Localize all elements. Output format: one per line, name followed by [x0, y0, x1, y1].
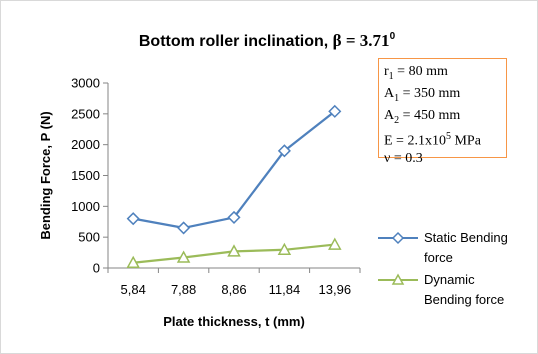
legend: Static Bending force Dynamic Bending for… [378, 228, 538, 312]
parameters-box: r1 = 80 mm A1 = 350 mm A2 = 450 mm E = 2… [378, 58, 507, 166]
y-tick-label-6: 3000 [71, 76, 100, 91]
point-dynamic-3 [277, 242, 292, 256]
param-r1: r1 = 80 mm [384, 64, 448, 82]
point-static-3 [277, 144, 291, 158]
x-tick-label-1: 7,88 [171, 282, 196, 297]
point-static-4 [328, 104, 342, 118]
legend-label-static: Static Bending force [424, 230, 508, 265]
param-a1: A1 = 350 mm [384, 85, 461, 104]
y-tick-label-1: 500 [78, 230, 100, 245]
legend-swatch-static [378, 231, 418, 245]
point-dynamic-4 [328, 237, 342, 250]
chart-title-text: Bottom roller inclination, [139, 33, 333, 50]
series-line-static [132, 110, 336, 230]
chart-title-symbol: β = 3.71 [333, 31, 390, 50]
y-tick-label-0: 0 [93, 261, 100, 276]
point-dynamic-1 [176, 250, 191, 263]
chart-title-superscript: 0 [390, 31, 396, 42]
y-tick-label-3: 1500 [71, 168, 100, 183]
legend-item-dynamic: Dynamic Bending force [378, 270, 538, 312]
point-dynamic-2 [227, 244, 241, 257]
point-static-2 [227, 210, 241, 224]
x-tick-label-0: 5,84 [121, 282, 146, 297]
legend-item-static: Static Bending force [378, 228, 538, 270]
point-static-0 [126, 212, 140, 226]
x-tick-label-2: 8,86 [221, 282, 246, 297]
x-axis-title: Plate thickness, t (mm) [163, 314, 305, 329]
param-e: E = 2.1x105 MPa [384, 131, 481, 150]
y-tick-label-5: 2500 [71, 106, 100, 121]
point-dynamic-0 [126, 255, 140, 269]
x-tick-label-3: 11,84 [269, 282, 301, 297]
y-axis-title: Bending Force, P (N) [38, 111, 53, 239]
param-a2: A2 = 450 mm [384, 107, 461, 126]
y-tick-label-2: 1000 [71, 199, 100, 214]
legend-swatch-dynamic [378, 273, 418, 285]
x-tick-label-4: 13,96 [319, 282, 352, 297]
chart-title: Bottom roller inclination, β = 3.710 [139, 31, 396, 50]
legend-label-dynamic: Dynamic Bending force [424, 272, 505, 307]
param-nu: ν = 0.3 [384, 151, 423, 167]
point-static-1 [177, 221, 191, 235]
y-tick-label-4: 2000 [71, 137, 100, 152]
